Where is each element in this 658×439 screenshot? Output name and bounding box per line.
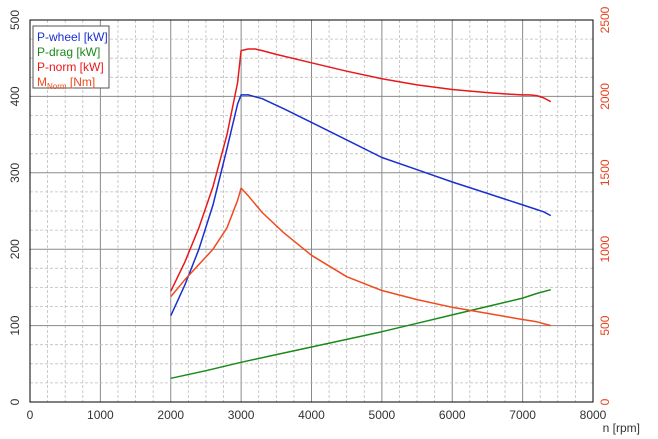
- series-line-0: [170, 94, 552, 317]
- x-tick-label: 6000: [439, 408, 466, 422]
- x-axis-ticks: 0 1000 2000 3000 4000 5000 6000 7000 8000: [27, 408, 607, 422]
- left-tick-label: 0: [8, 398, 22, 405]
- legend: P-wheel [kW] P-drag [kW] P-norm [kW] MNo…: [32, 25, 110, 91]
- right-axis-ticks: 0 500 1000 1500 2000 2500: [598, 6, 612, 405]
- right-tick-label: 1000: [598, 236, 612, 263]
- right-tick-label: 0: [598, 398, 612, 405]
- series-line-1: [170, 288, 551, 380]
- legend-m-norm-main: M: [37, 75, 47, 89]
- legend-item-p-wheel: P-wheel [kW]: [37, 30, 108, 44]
- legend-item-p-drag: P-drag [kW]: [37, 45, 100, 59]
- legend-m-norm-rest: [Nm]: [67, 75, 96, 89]
- x-tick-label: 8000: [580, 408, 607, 422]
- x-tick-label: 1000: [87, 408, 114, 422]
- x-tick-label: 5000: [369, 408, 396, 422]
- series-line-2: [170, 48, 552, 292]
- grid: [30, 20, 593, 402]
- x-tick-label: 4000: [298, 408, 325, 422]
- left-tick-label: 500: [8, 10, 22, 30]
- legend-item-p-norm: P-norm [kW]: [37, 60, 104, 74]
- x-tick-label: 0: [27, 408, 34, 422]
- legend-item-m-norm: MNorm [Nm]: [37, 75, 95, 91]
- series-line-3: [170, 187, 551, 327]
- series-lines: [170, 48, 552, 380]
- left-axis-ticks: 0 100 200 300 400 500: [8, 10, 22, 406]
- right-tick-label: 2500: [598, 6, 612, 33]
- legend-m-norm-sub: Norm: [47, 82, 67, 91]
- x-tick-label: 7000: [509, 408, 536, 422]
- x-tick-label: 3000: [228, 408, 255, 422]
- right-tick-label: 2000: [598, 83, 612, 110]
- left-tick-label: 100: [8, 315, 22, 335]
- plot-area-border: [29, 19, 594, 403]
- legend-box: [32, 25, 110, 89]
- right-tick-label: 500: [598, 315, 612, 335]
- right-tick-label: 1500: [598, 159, 612, 186]
- x-axis-label: n [rpm]: [603, 421, 640, 435]
- left-tick-label: 400: [8, 86, 22, 106]
- x-tick-label: 2000: [157, 408, 184, 422]
- left-tick-label: 300: [8, 162, 22, 182]
- left-tick-label: 200: [8, 239, 22, 259]
